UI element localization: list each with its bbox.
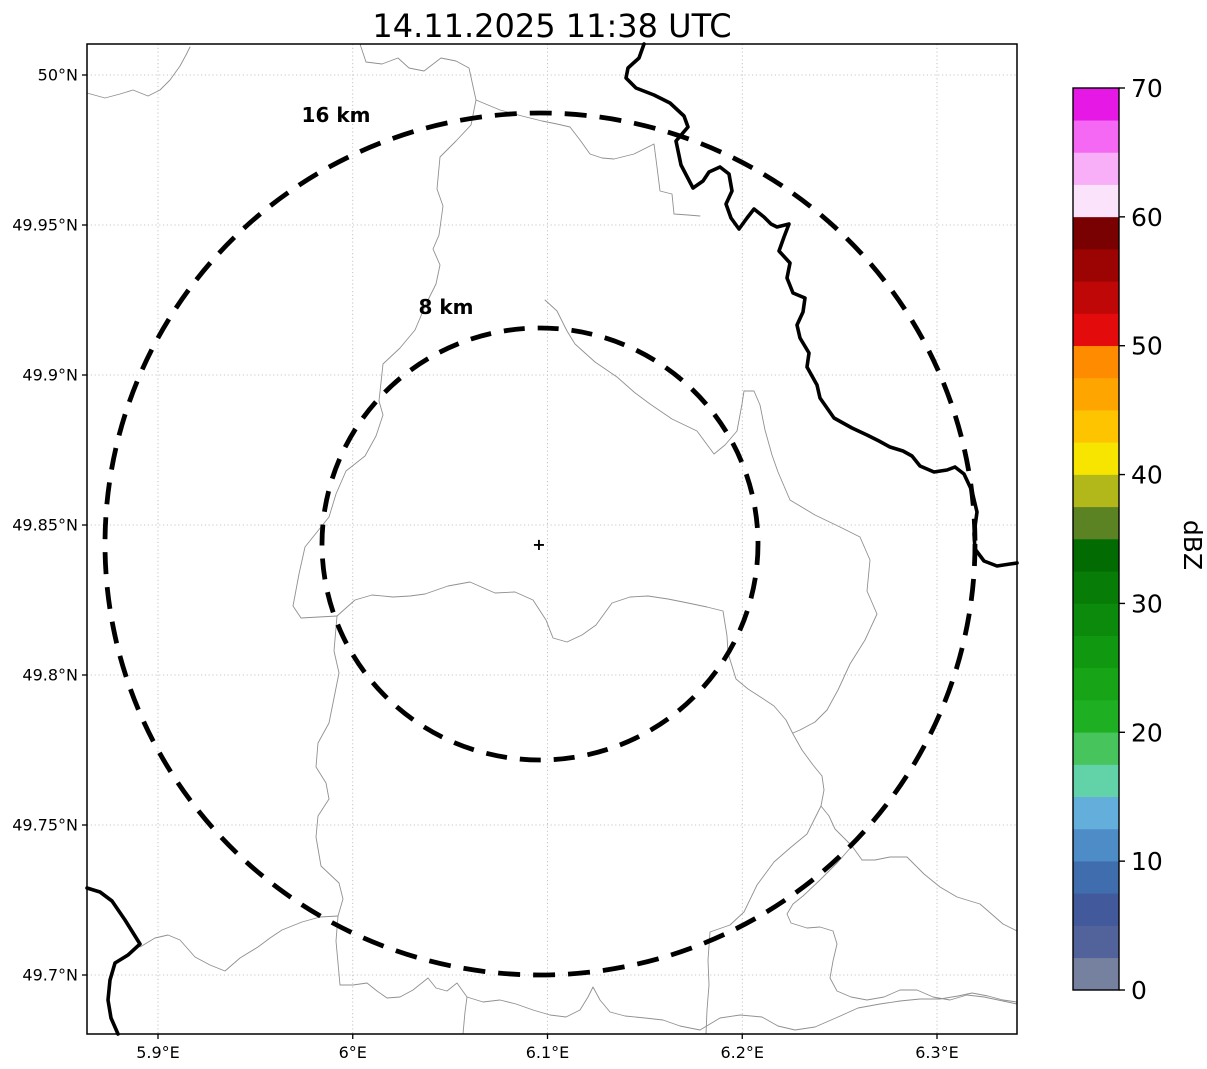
admin-boundary-line	[705, 805, 822, 1035]
colorbar-segment	[1073, 828, 1119, 862]
colorbar-segment	[1073, 538, 1119, 572]
colorbar-segment	[1073, 442, 1119, 475]
axis-tick-labels: 5.9°E 6°E 6.1°E 6.2°E 6.3°E 50°N 49.95°N 49.9°N…	[12, 66, 959, 1063]
colorbar-segment	[1073, 409, 1119, 443]
colorbar-segment	[1073, 925, 1119, 959]
radar-center-marker: +	[532, 535, 545, 554]
colorbar-segment	[1073, 119, 1119, 153]
x-tick-label: 6.3°E	[915, 1043, 959, 1062]
y-tick-label: 49.75°N	[12, 816, 78, 835]
colorbar-segment	[1073, 248, 1119, 282]
axis-tick-marks	[82, 74, 938, 1039]
y-tick-label: 49.8°N	[22, 666, 78, 685]
colorbar-segment	[1073, 280, 1119, 314]
colorbar-tick-label: 50	[1131, 332, 1163, 361]
admin-boundary-line	[544, 299, 878, 734]
colorbar-tick-label: 40	[1131, 461, 1163, 490]
map-line-work	[86, 43, 1018, 1035]
colorbar-segment	[1073, 796, 1119, 830]
x-tick-label: 5.9°E	[136, 1043, 180, 1062]
x-tick-label: 6°E	[339, 1043, 367, 1062]
colorbar-unit-label: dBZ	[1178, 520, 1207, 570]
grid-lines	[87, 44, 1017, 1034]
colorbar-segment	[1073, 699, 1119, 733]
colorbar-segment	[1073, 345, 1119, 379]
colorbar-tick-label: 30	[1131, 589, 1163, 618]
y-tick-label: 49.9°N	[22, 366, 78, 385]
country-border-lines	[85, 42, 1019, 1036]
colorbar-segment	[1073, 860, 1119, 894]
colorbar-segment	[1073, 506, 1119, 540]
admin-boundary-line	[86, 46, 191, 99]
y-tick-label: 49.85°N	[12, 516, 78, 535]
range-ring-8km	[319, 325, 761, 763]
y-tick-label: 49.95°N	[12, 216, 78, 235]
colorbar-outline	[1072, 87, 1120, 991]
country-border-line	[85, 886, 142, 1036]
admin-boundary-line	[292, 43, 477, 619]
admin-boundary-line	[462, 996, 468, 1035]
colorbar-segment	[1073, 764, 1119, 798]
colorbar-tick-label: 70	[1131, 74, 1163, 103]
range-ring-16km	[102, 110, 978, 978]
colorbar-segment	[1073, 152, 1119, 185]
colorbar-tick-label: 0	[1131, 976, 1147, 1005]
colorbar-tick-label: 10	[1131, 847, 1163, 876]
range-ring-8km-label: 8 km	[418, 295, 473, 319]
colorbar-segment	[1073, 377, 1119, 411]
admin-boundary-line	[786, 845, 1018, 1005]
colorbar-segment	[1073, 957, 1119, 991]
admin-boundary-line	[475, 99, 701, 217]
colorbar-segment	[1073, 87, 1119, 121]
colorbar-segment	[1073, 603, 1119, 636]
range-ring-16km-label: 16 km	[302, 103, 371, 127]
plot-border	[86, 43, 1018, 1035]
colorbar-segment	[1073, 216, 1119, 250]
colorbar-segment	[1073, 313, 1119, 347]
admin-boundary-line	[466, 986, 1018, 1031]
colorbar-segment	[1073, 184, 1119, 218]
country-border-river	[624, 42, 1019, 568]
admin-boundary-line	[315, 615, 468, 999]
colorbar-tick-label: 20	[1131, 718, 1163, 747]
colorbar-segment	[1073, 667, 1119, 701]
plot-title: 14.11.2025 11:38 UTC	[372, 7, 731, 45]
x-tick-label: 6.1°E	[526, 1043, 570, 1062]
x-tick-label: 6.2°E	[720, 1043, 764, 1062]
colorbar-segment	[1073, 893, 1119, 926]
y-tick-label: 50°N	[38, 66, 78, 85]
colorbar-scale	[1073, 87, 1119, 991]
admin-boundary-line	[336, 581, 1018, 932]
y-tick-label: 49.7°N	[22, 966, 78, 985]
admin-boundary-line	[139, 915, 339, 972]
colorbar-ticks: 70 60 50 40 30 20 10 0	[1119, 74, 1163, 1005]
colorbar-segment	[1073, 731, 1119, 765]
colorbar-segment	[1073, 635, 1119, 669]
colorbar-segment	[1073, 570, 1119, 604]
colorbar-tick-label: 60	[1131, 203, 1163, 232]
colorbar-segment	[1073, 474, 1119, 508]
